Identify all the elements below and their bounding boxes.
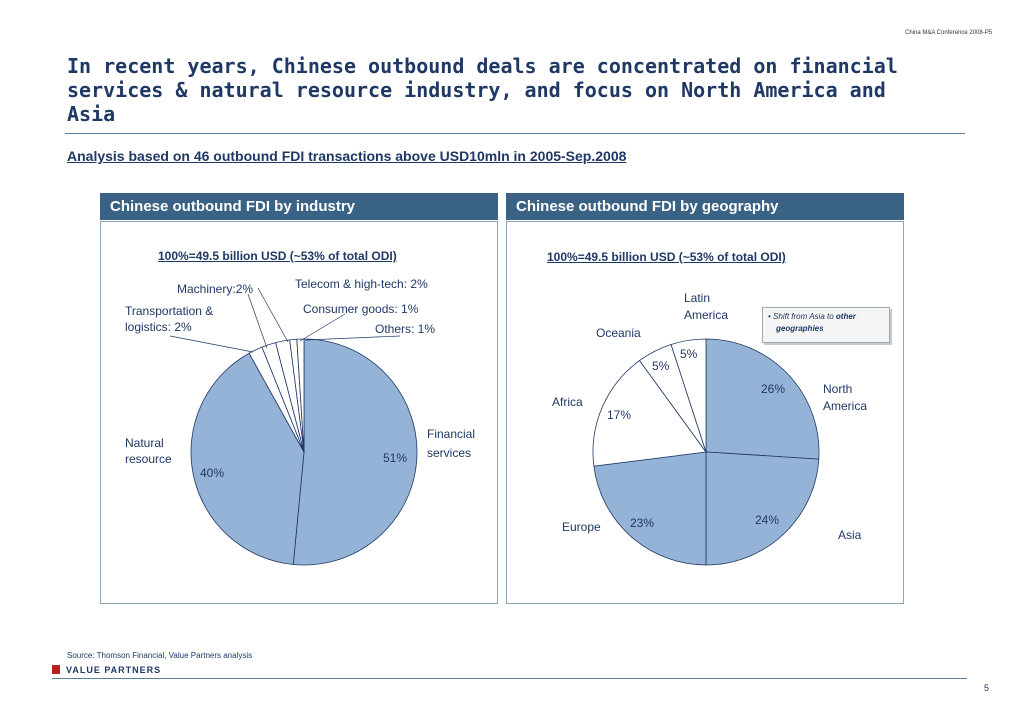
industry-panel-header: Chinese outbound FDI by industry (100, 193, 498, 220)
label-europe: Europe (562, 520, 601, 534)
leader-line-3 (299, 313, 346, 342)
label-europe-pct: 23% (630, 516, 655, 530)
page-title: In recent years, Chinese outbound deals … (67, 54, 898, 126)
geography-slice-north-america (705, 338, 820, 460)
logo-mark (52, 665, 60, 674)
label-transport-1: Transportation & (125, 304, 214, 318)
label-africa-pct: 17% (607, 408, 632, 422)
label-oceania: Oceania (596, 326, 641, 340)
company-logo: VALUE PARTNERS (66, 665, 162, 675)
note-callout: • Shift from Asia to other geographies (762, 307, 890, 343)
label-natural-2: resource (125, 452, 172, 466)
label-latin-2: America (684, 308, 729, 322)
industry-chart-subtitle: 100%=49.5 billion USD (~53% of total ODI… (158, 249, 397, 263)
note-text-bold: other (835, 312, 856, 321)
label-latin-1: Latin (684, 291, 711, 305)
note-bullet: • (768, 312, 771, 321)
footer-divider (52, 678, 967, 679)
leader-line-4 (305, 335, 401, 341)
label-asia: Asia (838, 528, 862, 542)
label-financial-1: Financial (427, 427, 476, 441)
label-financial-2: services (427, 446, 472, 460)
label-machinery: Machinery:2% (177, 282, 254, 296)
label-natural-1: Natural (125, 436, 164, 450)
geography-slice-latin-america (670, 338, 707, 453)
geography-slice-africa (592, 360, 707, 467)
leader-line-1 (247, 293, 268, 349)
leader-line-2 (257, 287, 289, 343)
note-text-1: Shift from Asia to (773, 312, 834, 321)
conference-label: China M&A Conference 2008-P5 (905, 30, 993, 36)
label-oceania-pct: 5% (652, 359, 670, 373)
label-north-2: America (823, 399, 868, 413)
label-telecom: Telecom & high-tech: 2% (295, 277, 428, 291)
label-africa: Africa (552, 395, 583, 409)
geography-chart-subtitle: 100%=49.5 billion USD (~53% of total ODI… (547, 250, 786, 264)
geography-slice-europe (593, 451, 707, 566)
label-financial-pct: 51% (383, 451, 408, 465)
industry-slice-natural-resource (190, 352, 305, 565)
label-north-pct: 26% (761, 382, 786, 396)
note-text-2: geographies (776, 324, 824, 333)
industry-slice-financial-services (292, 338, 418, 566)
source-note: Source: Thomson Financial, Value Partner… (67, 651, 253, 660)
label-asia-pct: 24% (755, 513, 780, 527)
geography-panel (506, 221, 904, 604)
label-transport-2: logistics: 2% (125, 320, 192, 334)
label-latin-pct: 5% (680, 347, 698, 361)
label-natural-pct: 40% (200, 466, 225, 480)
label-consumer: Consumer goods: 1% (303, 302, 419, 316)
leader-line-0 (169, 335, 254, 353)
page-subtitle: Analysis based on 46 outbound FDI transa… (67, 148, 627, 164)
geography-panel-header: Chinese outbound FDI by geography (506, 193, 904, 220)
label-others: Others: 1% (375, 322, 436, 336)
label-north-1: North (823, 382, 853, 396)
industry-panel (100, 221, 498, 604)
geography-slice-asia (705, 451, 820, 566)
title-divider (65, 133, 965, 134)
page-number: 5 (984, 683, 990, 693)
